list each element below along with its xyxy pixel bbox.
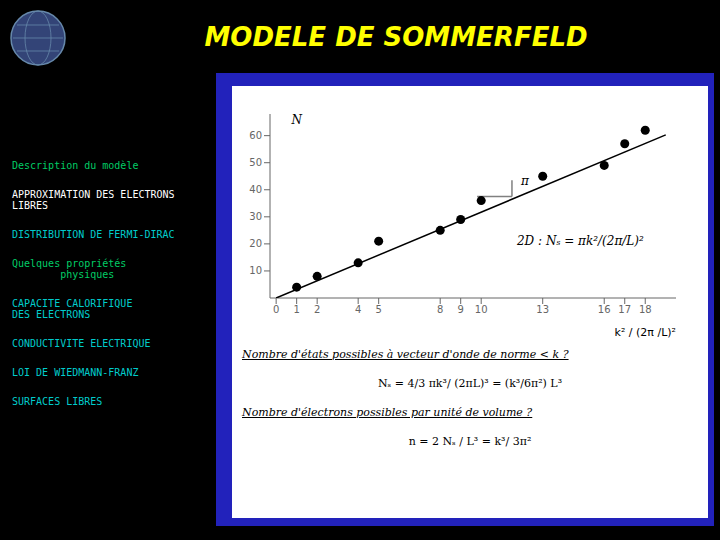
- svg-text:k² / (2π /L)²: k² / (2π /L)²: [615, 326, 676, 339]
- html-text:LOI DE WIEDMANN-FRANZ: LOI DE WIEDMANN-FRANZ: [12, 367, 139, 378]
- svg-text:2D : Nₛ = πk²/(2π/L)²: 2D : Nₛ = πk²/(2π/L)²: [516, 234, 644, 248]
- html-text:CONDUCTIVITE ELECTRIQUE: CONDUCTIVITE ELECTRIQUE: [12, 338, 151, 349]
- html-text:SURFACES LIBRES: SURFACES LIBRES: [12, 396, 103, 407]
- svg-text:10: 10: [249, 265, 262, 276]
- svg-text:10: 10: [475, 304, 488, 315]
- svg-text:N: N: [290, 113, 302, 127]
- svg-text:60: 60: [249, 130, 262, 141]
- svg-text:4: 4: [355, 304, 361, 315]
- svg-text:1: 1: [293, 304, 299, 315]
- svg-text:17: 17: [618, 304, 631, 315]
- html-text:Quelques propriétés physiques: Quelques propriétés physiques: [12, 258, 127, 280]
- html-text:n = 2 Nₛ / L³ = k³/ 3π²: n = 2 Nₛ / L³ = k³/ 3π²: [408, 435, 532, 448]
- svg-text:20: 20: [249, 238, 262, 249]
- html-text:MODELE DE SOMMERFELD: MODELE DE SOMMERFELD: [204, 21, 588, 52]
- html-text:Nombre d'électrons possibles p: Nombre d'électrons possibles par unité d…: [242, 406, 533, 419]
- svg-text:13: 13: [536, 304, 549, 315]
- svg-text:50: 50: [249, 157, 262, 168]
- svg-text:18: 18: [639, 304, 652, 315]
- svg-text:40: 40: [249, 184, 262, 195]
- svg-text:30: 30: [249, 211, 262, 222]
- html-text:Nₛ = 4/3 πk³/ (2πL)³ = (k³/6π²: Nₛ = 4/3 πk³/ (2πL)³ = (k³/6π²) L³: [377, 377, 563, 390]
- svg-text:9: 9: [458, 304, 464, 315]
- svg-text:5: 5: [375, 304, 381, 315]
- svg-text:0: 0: [273, 304, 279, 315]
- html-text:CAPACITE CALORIFIQUE DES ELECT: CAPACITE CALORIFIQUE DES ELECTRONS: [12, 298, 133, 320]
- svg-text:16: 16: [598, 304, 611, 315]
- html-text:DISTRIBUTION DE FERMI-DIRAC: DISTRIBUTION DE FERMI-DIRAC: [12, 229, 175, 240]
- svg-text:2: 2: [314, 304, 320, 315]
- svg-text:π: π: [520, 174, 530, 188]
- html-text:Description du modèle: Description du modèle: [12, 160, 139, 171]
- svg-text:8: 8: [437, 304, 443, 315]
- html-text:APPROXIMATION DES ELECTRONS LI: APPROXIMATION DES ELECTRONS LIBRES: [12, 189, 175, 211]
- html-text:Nombre d'états possibles à vec: Nombre d'états possibles à vecteur d'ond…: [242, 348, 569, 361]
